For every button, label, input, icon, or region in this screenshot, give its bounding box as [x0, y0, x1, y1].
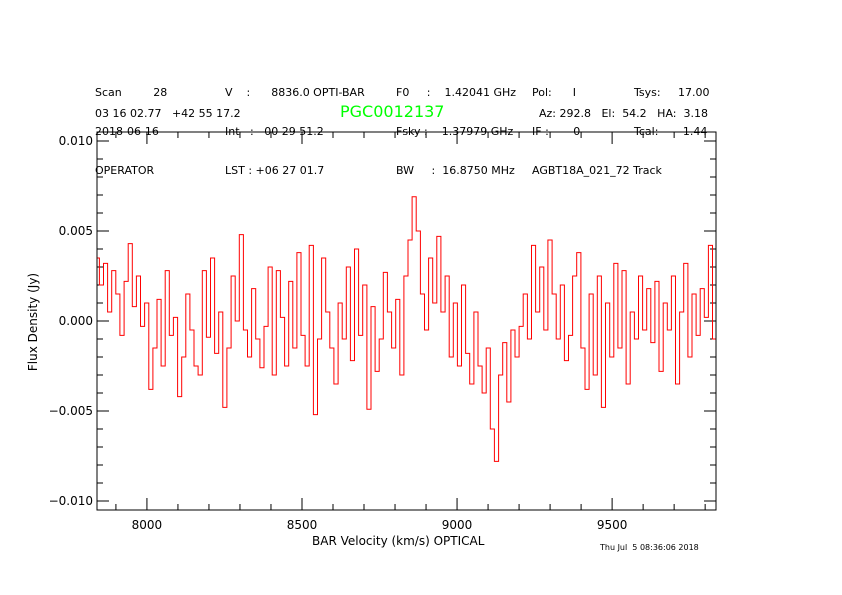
y-tick-label: 0.000 — [59, 314, 93, 328]
lst: LST : +06 27 01.7 — [225, 164, 325, 177]
x-tick-label: 9500 — [597, 518, 628, 532]
y-axis-label: Flux Density (Jy) — [26, 273, 40, 371]
x-tick-label: 9000 — [442, 518, 473, 532]
timestamp: Thu Jul 5 08:36:06 2018 — [600, 543, 699, 552]
tsys: Tsys: 17.00 — [634, 86, 710, 99]
y-tick-label: −0.005 — [49, 404, 93, 418]
spectrum-line — [97, 196, 716, 462]
plot-frame — [96, 131, 717, 511]
header-col1: Scan 28 2018-06-16 OPERATOR — [95, 60, 167, 190]
y-tick-label: 0.005 — [59, 224, 93, 238]
coordinates: 03 16 02.77 +42 55 17.2 — [95, 107, 241, 120]
x-axis-label: BAR Velocity (km/s) OPTICAL — [312, 534, 485, 548]
rest-frequency: F0 : 1.42041 GHz — [396, 86, 517, 99]
scan-number: Scan 28 — [95, 86, 168, 99]
bandwidth: BW : 16.8750 MHz — [396, 164, 515, 177]
pointing: Az: 292.8 El: 54.2 HA: 3.18 — [539, 107, 708, 120]
y-tick-label: −0.010 — [49, 494, 93, 508]
x-tick-label: 8500 — [287, 518, 318, 532]
x-tick-label: 8000 — [132, 518, 163, 532]
operator: OPERATOR — [95, 164, 155, 177]
project-id: AGBT18A_021_72 Track — [532, 164, 662, 177]
polarization: Pol: I — [532, 86, 576, 99]
source-name: PGC0012137 — [340, 102, 445, 121]
y-tick-label: 0.010 — [59, 134, 93, 148]
velocity: V : 8836.0 OPTI-BAR — [225, 86, 365, 99]
